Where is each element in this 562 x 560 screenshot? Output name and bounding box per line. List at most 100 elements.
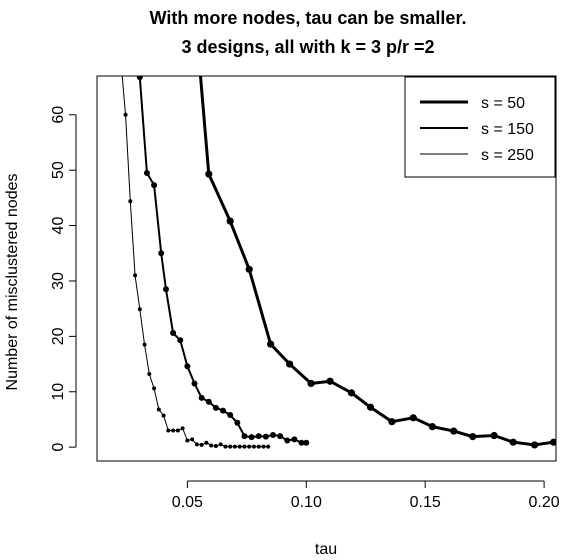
data-point <box>247 444 252 449</box>
data-point <box>158 250 165 257</box>
data-point <box>226 217 234 225</box>
chart-title-line-2: 3 designs, all with k = 3 p/r =2 <box>181 37 434 57</box>
series-1 <box>198 76 556 449</box>
data-point <box>490 431 498 440</box>
legend-label: s = 250 <box>481 147 534 164</box>
data-point <box>156 407 161 412</box>
data-point <box>223 444 228 449</box>
data-point <box>242 444 247 449</box>
x-tick-label: 0.20 <box>529 494 560 511</box>
data-point <box>161 413 166 418</box>
data-point <box>151 182 158 189</box>
series-3 <box>116 30 271 449</box>
data-point <box>218 442 223 447</box>
data-point <box>180 426 185 431</box>
data-point <box>194 442 199 447</box>
data-point <box>191 380 198 387</box>
y-tick-label: 60 <box>50 106 67 124</box>
data-point <box>166 428 171 433</box>
data-point <box>262 433 269 440</box>
data-point <box>277 433 284 440</box>
data-point <box>212 404 219 411</box>
data-point <box>509 438 517 446</box>
data-point <box>137 307 142 312</box>
legend-label: s = 150 <box>481 121 534 138</box>
data-point <box>347 389 356 397</box>
data-point <box>266 444 271 449</box>
data-point <box>530 441 539 449</box>
data-point <box>298 439 305 446</box>
series-line <box>138 76 307 444</box>
data-point <box>162 286 169 293</box>
data-point <box>123 112 128 117</box>
data-point <box>128 199 133 204</box>
y-tick-label: 30 <box>50 272 67 290</box>
data-point <box>428 423 436 431</box>
data-point <box>205 398 212 405</box>
data-point <box>256 444 261 449</box>
data-point <box>170 330 177 337</box>
data-point <box>469 433 477 441</box>
data-point <box>450 427 458 435</box>
data-point <box>307 379 315 388</box>
data-point <box>245 265 253 273</box>
series-line <box>198 76 554 447</box>
data-point <box>116 30 120 34</box>
data-point <box>286 360 294 368</box>
x-tick-label: 0.10 <box>291 494 322 511</box>
chart-title-line-1: With more nodes, tau can be smaller. <box>150 8 467 28</box>
axes: 0.05 0.10 0.15 0.20 0 10 20 30 40 50 60 <box>50 75 560 511</box>
legend: s = 50 s = 150 s = 250 <box>404 76 556 178</box>
y-tick-label: 20 <box>50 327 67 345</box>
x-axis-title: tau <box>315 541 337 558</box>
data-point <box>248 434 255 441</box>
y-tick-label: 10 <box>50 383 67 401</box>
data-point <box>204 440 209 445</box>
series-2 <box>131 1 310 446</box>
data-point <box>388 418 396 426</box>
data-point <box>209 443 214 448</box>
data-point <box>234 419 241 426</box>
data-point <box>284 437 291 444</box>
data-point <box>241 433 248 440</box>
x-tick-label: 0.15 <box>410 494 441 511</box>
data-point <box>255 433 262 440</box>
data-point <box>227 412 234 419</box>
data-point <box>228 444 233 449</box>
data-point <box>143 169 150 176</box>
data-point <box>326 377 334 385</box>
data-point <box>232 444 237 449</box>
data-point <box>136 76 143 81</box>
data-point <box>175 428 180 433</box>
data-point <box>269 431 276 438</box>
data-point <box>171 428 176 433</box>
data-point <box>142 342 147 347</box>
data-point <box>220 407 227 414</box>
y-tick-label: 0 <box>50 443 67 452</box>
data-point <box>261 444 266 449</box>
data-point <box>152 386 157 391</box>
data-point <box>251 444 256 449</box>
data-point <box>184 363 191 370</box>
data-point <box>303 439 310 446</box>
data-point <box>190 437 195 442</box>
x-tick-label: 0.05 <box>172 494 203 511</box>
data-point <box>409 414 417 422</box>
data-point <box>237 444 242 449</box>
plot-frame <box>96 75 557 462</box>
data-point <box>213 444 218 449</box>
data-point <box>185 438 190 443</box>
data-point <box>147 372 152 377</box>
data-point <box>550 438 556 446</box>
data-point <box>177 337 184 344</box>
y-tick-label: 40 <box>50 217 67 235</box>
data-point <box>199 442 204 447</box>
data-point <box>267 340 275 348</box>
data-point <box>131 1 137 7</box>
y-tick-label: 50 <box>50 161 67 179</box>
legend-label: s = 50 <box>481 95 525 112</box>
data-point <box>133 273 138 278</box>
plot-area <box>116 1 556 449</box>
